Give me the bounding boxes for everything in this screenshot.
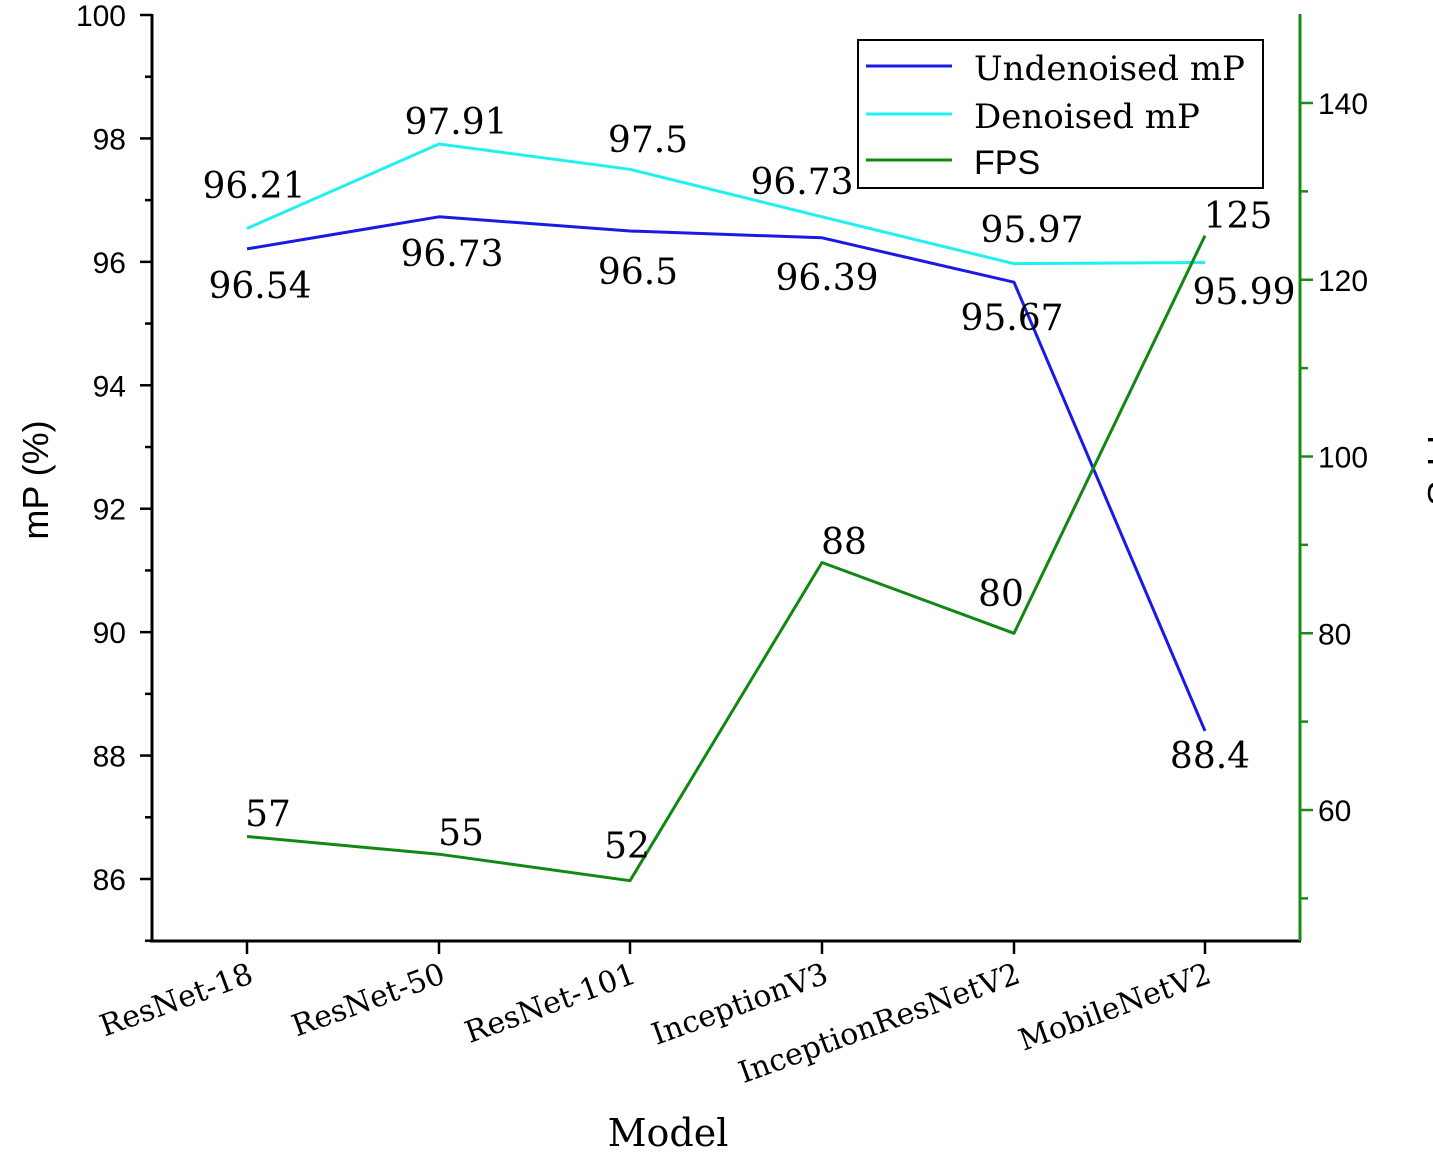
series-line-denoised-mp <box>246 142 1206 266</box>
data-label: 95.97 <box>980 210 1083 251</box>
y-tick-label: 90 <box>93 617 126 650</box>
data-label: 52 <box>604 826 650 867</box>
x-axis-title: Model <box>608 1111 729 1152</box>
y-tick-label: 98 <box>93 123 126 156</box>
y2-axis-title: FPS <box>1420 435 1433 505</box>
axes <box>150 14 1302 943</box>
x-tick-label: ResNet-50 <box>287 957 449 1045</box>
x-tick-label: ResNet-101 <box>460 957 640 1051</box>
y2-tick-label: 60 <box>1318 795 1351 828</box>
x-tick-label: MobileNetV2 <box>1014 957 1216 1059</box>
data-label: 96.5 <box>598 252 678 293</box>
data-label: 97.91 <box>404 102 507 143</box>
series-line-undenoised-mp <box>246 215 1207 732</box>
y-tick-label: 96 <box>93 247 126 280</box>
data-label: 95.99 <box>1192 272 1295 313</box>
legend-label-denoised: Denoised mP <box>974 97 1200 137</box>
y-axis-title: mP (%) <box>15 420 56 539</box>
data-label: 96.21 <box>202 166 305 207</box>
data-label: 88 <box>821 522 867 563</box>
y-tick-label: 92 <box>93 494 126 527</box>
data-label: 80 <box>978 574 1024 615</box>
y-tick-label: 86 <box>93 864 126 897</box>
legend: Undenoised mP Denoised mP FPS <box>857 39 1264 189</box>
data-label: 96.73 <box>750 162 853 203</box>
data-label: 97.5 <box>608 120 688 161</box>
data-label: 96.73 <box>400 234 503 275</box>
data-label: 96.39 <box>775 258 878 299</box>
data-label: 125 <box>1204 196 1273 237</box>
y2-tick-label: 80 <box>1318 618 1351 651</box>
y-tick-label: 100 <box>76 0 126 33</box>
data-label: 96.54 <box>208 266 311 307</box>
data-label: 88.4 <box>1170 736 1250 777</box>
legend-label-undenoised: Undenoised mP <box>974 49 1245 89</box>
y-tick-label: 94 <box>93 370 126 403</box>
y-tick-label: 88 <box>93 741 126 774</box>
y2-tick-label: 100 <box>1318 442 1368 475</box>
data-label: 57 <box>245 794 291 835</box>
x-tick-label: ResNet-18 <box>95 957 257 1045</box>
y2-tick-label: 140 <box>1318 88 1368 121</box>
legend-label-fps: FPS <box>974 144 1040 182</box>
series-line-fps <box>246 234 1207 883</box>
y2-tick-label: 120 <box>1318 265 1368 298</box>
data-label: 55 <box>438 813 484 854</box>
data-label: 95.67 <box>960 298 1063 339</box>
